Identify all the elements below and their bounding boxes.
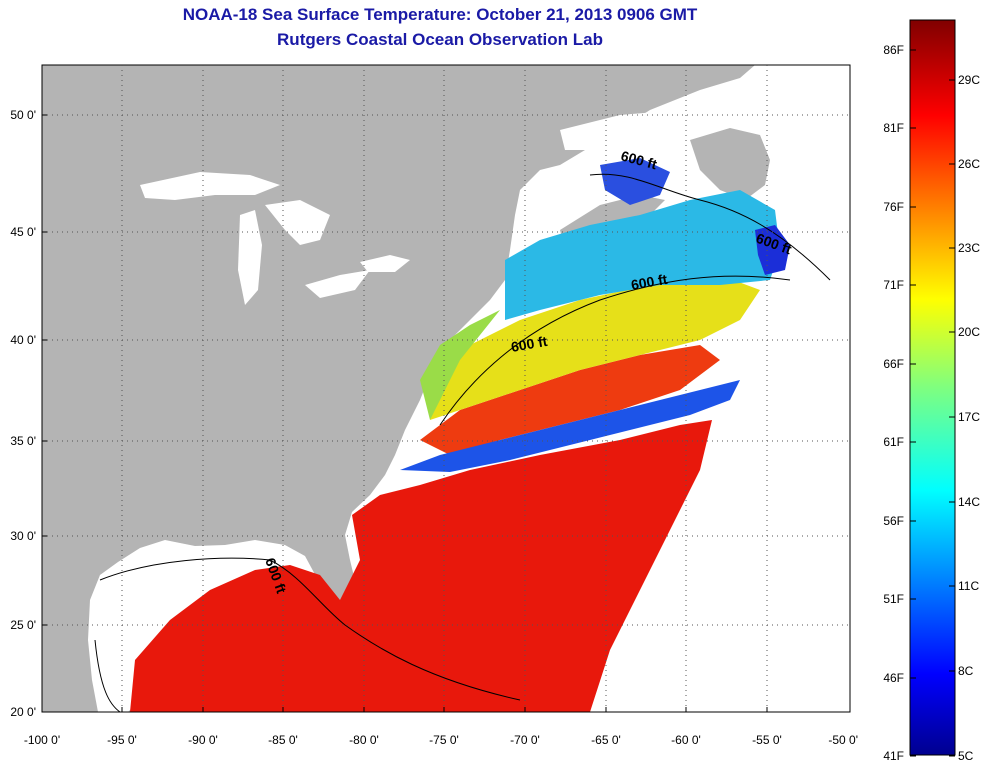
colorbar-c-label: 26C <box>958 157 980 171</box>
colorbar-c-label: 5C <box>958 749 974 763</box>
lon-label: -100 0' <box>24 733 60 747</box>
sst-mid-atlantic-yellow <box>430 275 760 420</box>
lon-label: -90 0' <box>188 733 218 747</box>
sst-cool-band <box>400 380 740 472</box>
lat-label: 45 0' <box>10 225 36 239</box>
gulf-shelf-no-data <box>92 548 272 700</box>
colorbar-f-label: 81F <box>883 121 904 135</box>
lat-label: 40 0' <box>10 333 36 347</box>
sst-labrador-blue <box>600 158 670 205</box>
lon-label: -70 0' <box>510 733 540 747</box>
colorbar-f-label: 86F <box>883 43 904 57</box>
lon-label: -95 0' <box>107 733 137 747</box>
plot-frame <box>41 64 851 713</box>
colorbar-f-label: 46F <box>883 671 904 685</box>
lon-label: -75 0' <box>429 733 459 747</box>
colorbar-f-label: 76F <box>883 200 904 214</box>
lat-label: 50 0' <box>10 108 36 122</box>
sst-warm-gulf-stream <box>420 345 720 455</box>
lon-label: -60 0' <box>671 733 701 747</box>
colorbar-c-label: 20C <box>958 325 980 339</box>
lat-label: 35 0' <box>10 434 36 448</box>
longitude-labels: -100 0' -95 0' -90 0' -85 0' -80 0' -75 0' -70… <box>24 733 858 747</box>
lat-label: 30 0' <box>10 529 36 543</box>
contour-label-600ft: 600 ft <box>630 271 669 293</box>
colorbar-c-label: 29C <box>958 73 980 87</box>
land-north-america <box>42 65 755 712</box>
lon-label: -80 0' <box>349 733 379 747</box>
colorbar-c-label: 8C <box>958 664 974 678</box>
sst-shelf-green <box>420 310 500 420</box>
chart-subtitle: Rutgers Coastal Ocean Observation Lab <box>277 30 603 49</box>
colorbar-f-label: 71F <box>883 278 904 292</box>
colorbar-c-label: 11C <box>958 579 979 593</box>
sst-gulf-of-maine <box>505 190 780 320</box>
chart-title: NOAA-18 Sea Surface Temperature: October… <box>182 5 698 24</box>
depth-contours <box>94 173 831 712</box>
colorbar-f-label: 66F <box>883 357 904 371</box>
lon-label: -50 0' <box>828 733 858 747</box>
graticule <box>41 65 851 713</box>
colorbar-c-label: 14C <box>958 495 980 509</box>
land-newfoundland <box>690 128 770 200</box>
colorbar-ticks: 86F 81F 76F 71F 66F 61F 56F 51F 46F 41F 29C 26C 23C 2… <box>883 43 980 763</box>
map-layers <box>42 65 850 712</box>
lat-label: 25 0' <box>10 618 36 632</box>
colorbar-c-label: 23C <box>958 241 980 255</box>
colorbar <box>909 19 956 756</box>
lon-label: -55 0' <box>752 733 782 747</box>
colorbar-f-label: 41F <box>883 749 904 763</box>
lon-label: -65 0' <box>591 733 621 747</box>
colorbar-f-label: 51F <box>883 592 904 606</box>
lat-label: 20 0' <box>10 705 36 719</box>
lon-label: -85 0' <box>268 733 298 747</box>
colorbar-c-label: 17C <box>958 410 980 424</box>
colorbar-f-label: 61F <box>883 435 904 449</box>
colorbar-f-label: 56F <box>883 514 904 528</box>
great-lakes <box>140 172 410 305</box>
sst-warm-gulf-atlantic <box>130 420 712 712</box>
land-quebec-bay <box>560 110 720 150</box>
latitude-labels: 50 0' 45 0' 40 0' 35 0' 30 0' 25 0' 20 0' <box>10 108 36 719</box>
contour-label-600ft: 600 ft <box>510 333 549 355</box>
